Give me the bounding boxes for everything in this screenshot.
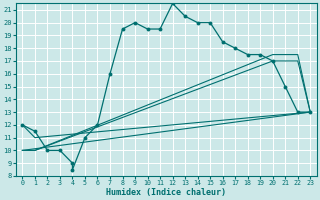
X-axis label: Humidex (Indice chaleur): Humidex (Indice chaleur) [106, 188, 226, 197]
